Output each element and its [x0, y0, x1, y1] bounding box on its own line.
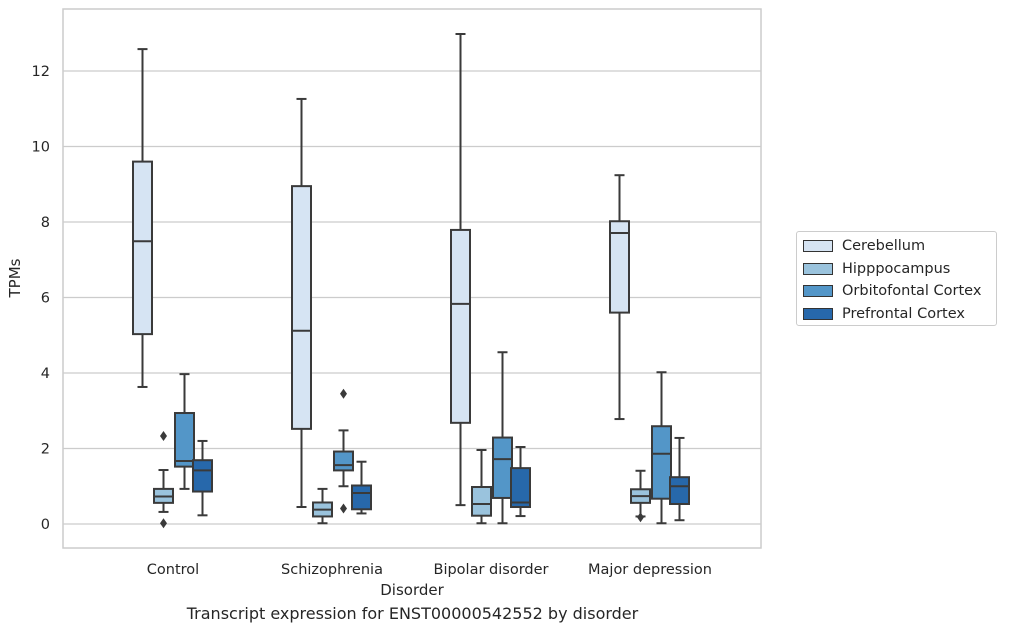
- box-iqr: [609, 220, 630, 314]
- box-hipppocampus: [471, 449, 492, 525]
- outlier-point: [340, 388, 347, 399]
- x-tick-label: Bipolar disorder: [434, 562, 549, 578]
- legend-item: Cerebellum: [803, 235, 996, 258]
- x-tick-label: Schizophrenia: [281, 562, 383, 578]
- legend-label: Prefrontal Cortex: [842, 305, 965, 322]
- legend-swatch: [803, 307, 833, 320]
- box-iqr: [510, 467, 531, 509]
- legend-label: Cerebellum: [842, 238, 926, 255]
- box-iqr: [174, 412, 195, 468]
- y-tick-label: 6: [41, 291, 50, 307]
- box-iqr: [669, 476, 690, 505]
- box-iqr: [651, 425, 672, 500]
- y-tick-labels: 0 2 4 6 8 10 12: [32, 64, 50, 533]
- box-prefrontal-cortex: [351, 460, 372, 515]
- legend: Cerebellum Hipppocampus Orbitofontal Corte…: [796, 231, 997, 326]
- y-tick-label: 2: [41, 442, 50, 458]
- box-iqr: [471, 486, 492, 517]
- x-tick-label: Control: [147, 562, 199, 578]
- plot-frame: [62, 8, 762, 549]
- box-prefrontal-cortex: [510, 445, 531, 518]
- x-tick-labels: Control Schizophrenia Bipolar disorder Majo…: [147, 562, 712, 578]
- box-iqr: [291, 185, 312, 430]
- box-iqr: [333, 450, 354, 472]
- box-orbitofontal-cortex: [333, 388, 354, 514]
- chart-caption: Transcript expression for ENST0000054255…: [186, 604, 639, 623]
- box-iqr: [450, 228, 471, 424]
- legend-item: Orbitofontal Cortex: [803, 280, 996, 303]
- y-tick-label: 0: [41, 517, 50, 533]
- legend-item: Hipppocampus: [803, 258, 996, 281]
- legend-item: Prefrontal Cortex: [803, 303, 996, 326]
- box-hipppocampus: [153, 431, 174, 529]
- legend-label: Hipppocampus: [842, 260, 951, 277]
- x-tick-label: Major depression: [588, 562, 712, 578]
- legend-label: Orbitofontal Cortex: [842, 283, 982, 300]
- outlier-point: [637, 512, 644, 523]
- y-tick-label: 10: [32, 140, 50, 156]
- box-iqr: [132, 160, 153, 336]
- outlier-point: [340, 503, 347, 514]
- y-tick-label: 8: [41, 215, 50, 231]
- x-axis-title: Disorder: [380, 581, 444, 599]
- box-iqr: [192, 459, 213, 493]
- box-orbitofontal-cortex: [651, 371, 672, 525]
- box-prefrontal-cortex: [192, 439, 213, 517]
- legend-swatch: [803, 240, 833, 253]
- box-cerebellum: [450, 33, 471, 507]
- box-orbitofontal-cortex: [492, 351, 513, 525]
- legend-swatch: [803, 285, 833, 298]
- y-tick-label: 12: [32, 64, 50, 80]
- outlier-point: [160, 431, 167, 442]
- legend-swatch: [803, 262, 833, 275]
- box-hipppocampus: [630, 469, 651, 523]
- boxes: [132, 33, 690, 529]
- box-cerebellum: [609, 174, 630, 421]
- box-hipppocampus: [312, 487, 333, 525]
- box-iqr: [492, 436, 513, 499]
- box-cerebellum: [132, 48, 153, 388]
- outlier-point: [160, 518, 167, 529]
- y-axis-title: TPMs: [6, 258, 24, 298]
- y-tick-label: 4: [41, 366, 50, 382]
- box-orbitofontal-cortex: [174, 373, 195, 490]
- box-cerebellum: [291, 97, 312, 509]
- box-iqr: [351, 484, 372, 511]
- box-prefrontal-cortex: [669, 436, 690, 522]
